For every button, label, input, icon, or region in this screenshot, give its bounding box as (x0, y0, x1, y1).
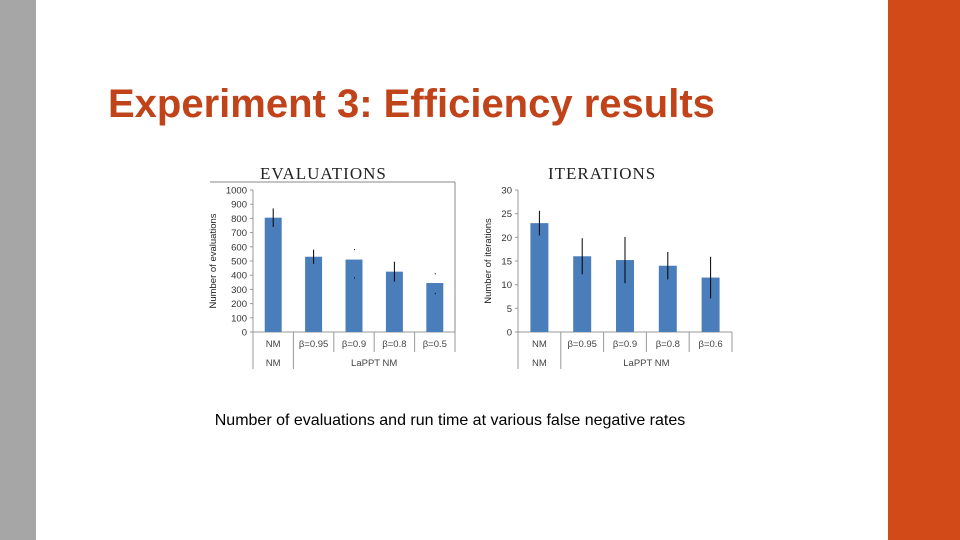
bar (530, 223, 549, 332)
group-label: LaPPT NM (623, 358, 669, 369)
charts-figure: EVALUATIONS01002003004005006007008009001… (200, 152, 760, 374)
y-tick-label: 200 (231, 299, 247, 310)
y-tick-label: 900 (231, 200, 247, 211)
bar (345, 259, 363, 332)
iterations-chart: ITERATIONS 0 5 10 15 20 25 30 Number of iteratio… (483, 164, 733, 369)
bar (701, 277, 720, 332)
y-tick-label: 300 (231, 285, 247, 296)
category-label: β=0.95 (299, 339, 329, 350)
group-label: NM (532, 358, 547, 369)
chart-title: ITERATIONS (548, 164, 656, 183)
y-tick-label: 5 (507, 304, 512, 315)
y-tick-label: 10 (501, 280, 512, 291)
group-label: LaPPT NM (351, 358, 397, 369)
y-tick-label: 100 (231, 313, 247, 324)
y-tick-label: 0 (242, 328, 247, 339)
bar (573, 256, 592, 332)
group-label: NM (266, 358, 281, 369)
right-accent-bar (888, 0, 960, 540)
y-axis-label: Number of iterations (483, 218, 494, 304)
y-tick-label: 30 (501, 186, 512, 197)
bar (616, 260, 634, 332)
y-tick-label: 0 (507, 328, 512, 339)
bar (305, 256, 323, 332)
y-axis-label: Number of evaluations (208, 213, 219, 308)
category-label: β=0.95 (567, 339, 597, 350)
evaluations-chart: EVALUATIONS 0 100 200 300 400 500 600 700 800 900 1… (208, 164, 456, 369)
category-label: NM (532, 339, 547, 350)
y-tick-label: 1000 (226, 186, 247, 197)
category-label: β=0.9 (342, 339, 366, 350)
y-tick-label: 400 (231, 271, 247, 282)
left-sidebar-bar (0, 0, 36, 540)
y-tick-label: 600 (231, 242, 247, 253)
category-label: NM (266, 339, 281, 350)
y-tick-label: 15 (501, 257, 512, 268)
bar (658, 265, 677, 332)
bar (426, 283, 444, 332)
y-tick-label: 20 (501, 233, 512, 244)
y-tick-label: 25 (501, 209, 512, 220)
chart-title: EVALUATIONS (260, 164, 387, 183)
y-tick-label: 700 (231, 228, 247, 239)
bar (385, 271, 403, 332)
category-label: β=0.6 (698, 339, 722, 350)
bar (264, 217, 282, 332)
category-label: β=0.5 (423, 339, 447, 350)
category-label: β=0.9 (613, 339, 637, 350)
category-label: β=0.8 (382, 339, 406, 350)
category-label: β=0.8 (656, 339, 680, 350)
figure-caption: Number of evaluations and run time at va… (214, 412, 686, 429)
y-tick-label: 800 (231, 214, 247, 225)
slide-title: Experiment 3: Efficiency results (108, 82, 715, 126)
y-tick-label: 500 (231, 257, 247, 268)
